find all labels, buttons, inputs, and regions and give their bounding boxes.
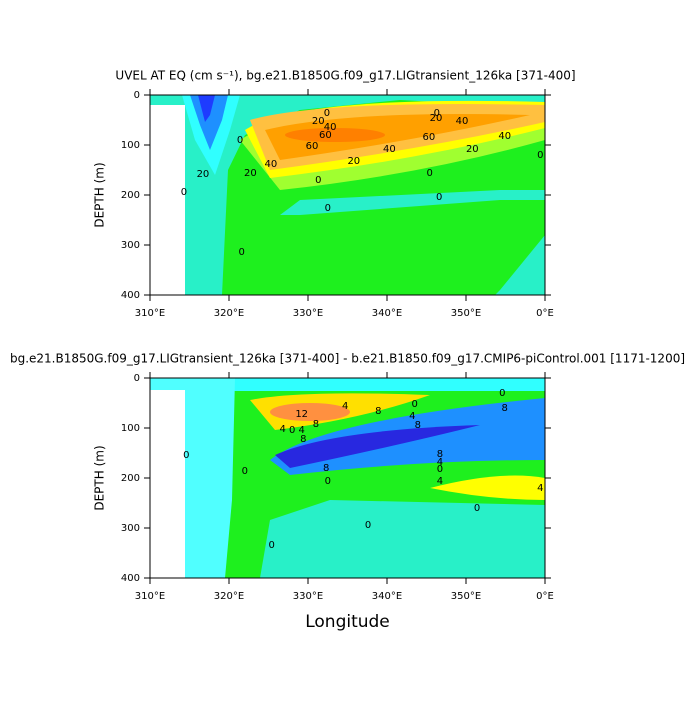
chart-title: bg.e21.B1850G.f09_g17.LIGtransient_126ka… bbox=[10, 352, 685, 366]
y-tick-label: 100 bbox=[121, 423, 140, 434]
y-tick-label: 300 bbox=[121, 240, 140, 251]
contour-label: 0 bbox=[324, 108, 330, 119]
contour-label: 0 bbox=[325, 203, 331, 214]
contour-label: 4 bbox=[437, 457, 443, 468]
contour-label: 12 bbox=[295, 409, 308, 420]
y-tick-label: 100 bbox=[121, 140, 140, 151]
contour-label: 60 bbox=[306, 141, 319, 152]
chart-title: UVEL AT EQ (cm s⁻¹), bg.e21.B1850G.f09_g… bbox=[115, 69, 575, 83]
contour-label: 8 bbox=[502, 403, 508, 414]
y-tick-label: 0 bbox=[134, 373, 140, 384]
panel-1-fill bbox=[150, 95, 545, 295]
contour-label: 40 bbox=[456, 116, 469, 127]
contour-label: 0 bbox=[325, 476, 331, 487]
x-tick-label: 0°E bbox=[536, 308, 554, 319]
contour-label: 40 bbox=[324, 122, 337, 133]
y-tick-label: 200 bbox=[121, 473, 140, 484]
contour-label: 0 bbox=[411, 399, 417, 410]
contour-label: 4 bbox=[298, 425, 304, 436]
contour-label: 0 bbox=[434, 108, 440, 119]
x-tick-label: 320°E bbox=[214, 308, 244, 319]
contour-label: 0 bbox=[499, 388, 505, 399]
contour-label: 4 bbox=[280, 424, 286, 435]
contour-label: 20 bbox=[430, 113, 443, 124]
contour-label: 40 bbox=[383, 144, 396, 155]
contour-label: 4 bbox=[409, 411, 415, 422]
y-tick-label: 200 bbox=[121, 190, 140, 201]
y-tick-label: 400 bbox=[121, 290, 140, 301]
x-tick-label: 330°E bbox=[293, 308, 323, 319]
contour-label: 4 bbox=[342, 401, 348, 412]
contour-label: 20 bbox=[197, 169, 210, 180]
x-tick-label: 350°E bbox=[451, 308, 481, 319]
contour-label: 0 bbox=[365, 520, 371, 531]
x-tick-label: 340°E bbox=[372, 308, 402, 319]
y-tick-label: 300 bbox=[121, 523, 140, 534]
contour-label: 8 bbox=[375, 406, 381, 417]
contour-label: 20 bbox=[347, 156, 360, 167]
contour-label: 20 bbox=[244, 168, 257, 179]
y-tick-label: 400 bbox=[121, 573, 140, 584]
contour-label: 8 bbox=[323, 463, 329, 474]
contour-label: 0 bbox=[537, 150, 543, 161]
y-axis-label: DEPTH (m) bbox=[93, 162, 107, 227]
contour-label: 0 bbox=[437, 464, 443, 475]
contour-label: 40 bbox=[498, 131, 511, 142]
x-tick-label: 310°E bbox=[135, 591, 165, 602]
contour-label: 60 bbox=[423, 132, 436, 143]
contour-label: 0 bbox=[436, 192, 442, 203]
contour-label: 0 bbox=[181, 187, 187, 198]
y-tick-label: 0 bbox=[134, 90, 140, 101]
y-axis-label: DEPTH (m) bbox=[93, 445, 107, 510]
contour-label: 40 bbox=[265, 159, 278, 170]
x-axis-label: Longitude bbox=[305, 612, 390, 632]
x-tick-label: 350°E bbox=[451, 591, 481, 602]
x-tick-label: 0°E bbox=[536, 591, 554, 602]
contour-label: 0 bbox=[238, 247, 244, 258]
x-tick-label: 310°E bbox=[135, 308, 165, 319]
contour-label: 0 bbox=[289, 425, 295, 436]
contour-label: 60 bbox=[319, 130, 332, 141]
panel-2-fill bbox=[150, 378, 545, 578]
contour-label: 0 bbox=[268, 540, 274, 551]
x-tick-label: 320°E bbox=[214, 591, 244, 602]
contour-label: 20 bbox=[466, 144, 479, 155]
contour-label: 8 bbox=[313, 419, 319, 430]
contour-label: 4 bbox=[437, 476, 443, 487]
x-tick-label: 330°E bbox=[293, 591, 323, 602]
contour-label: 0 bbox=[242, 466, 248, 477]
x-tick-label: 340°E bbox=[372, 591, 402, 602]
contour-label: 8 bbox=[437, 449, 443, 460]
contour-label: 8 bbox=[415, 420, 421, 431]
contour-label: 0 bbox=[315, 175, 321, 186]
contour-label: 20 bbox=[312, 116, 325, 127]
contour-label: 4 bbox=[537, 483, 543, 494]
contour-label: 0 bbox=[426, 168, 432, 179]
contour-label: 8 bbox=[300, 434, 306, 445]
contour-label: 0 bbox=[474, 503, 480, 514]
contour-label: 0 bbox=[237, 135, 243, 146]
contour-label: 0 bbox=[183, 450, 189, 461]
